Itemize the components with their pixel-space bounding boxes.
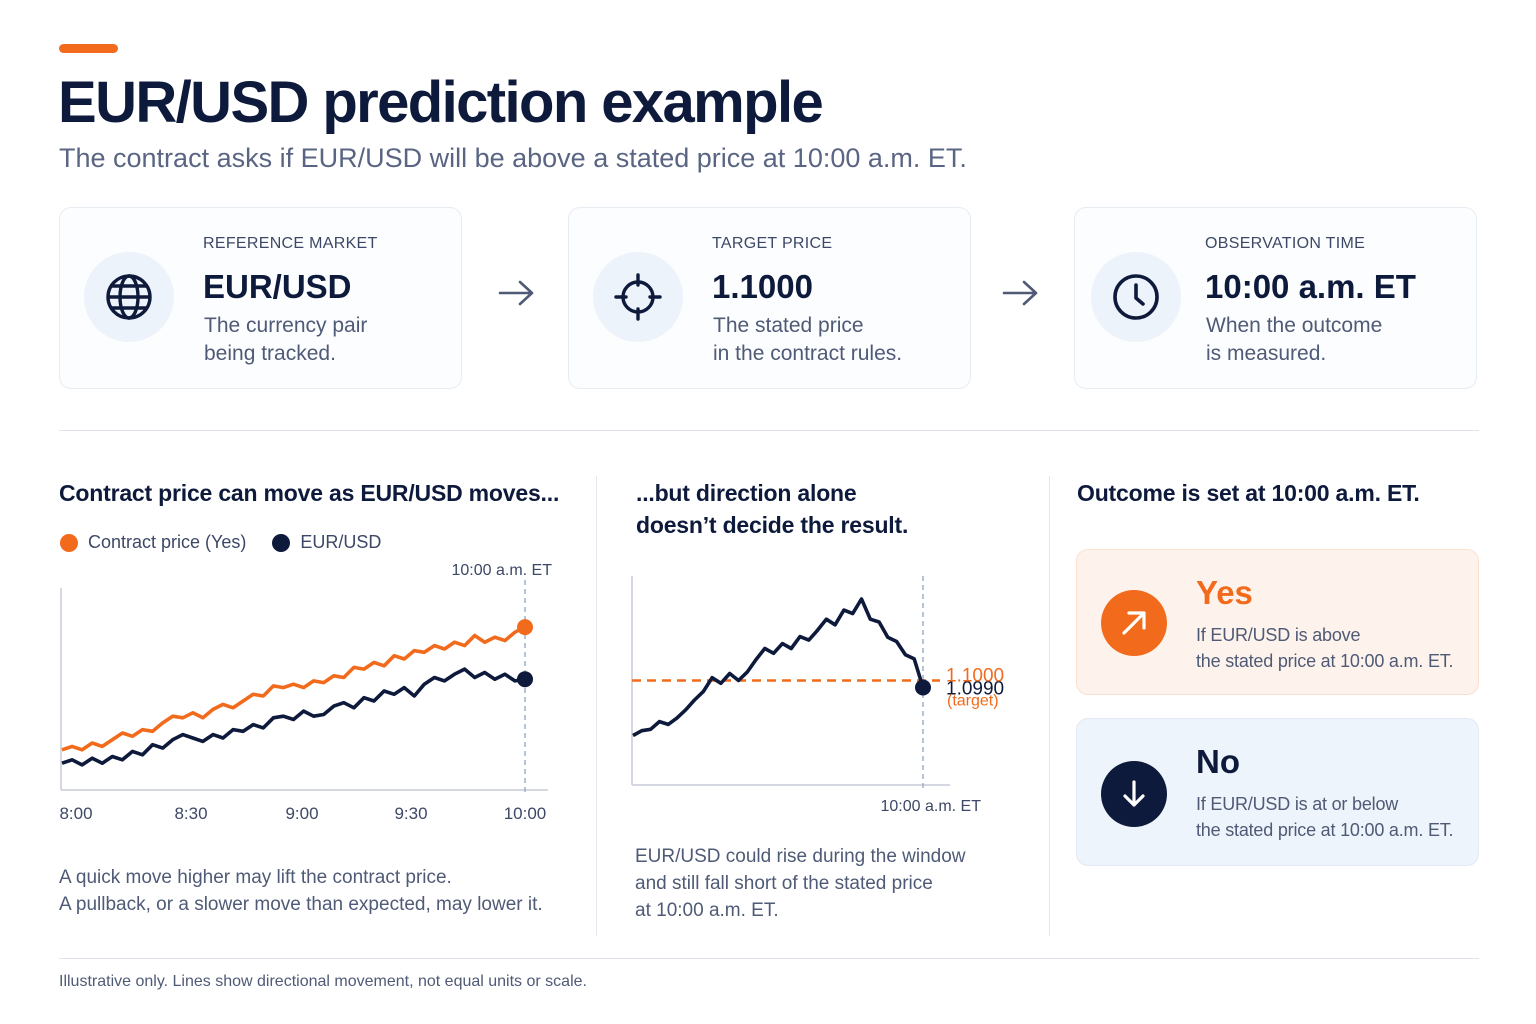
desc-line: If EUR/USD is above [1196,625,1361,645]
card-description: The currency pair being tracked. [204,312,367,368]
target-price-card: TARGET PRICE 1.1000 The stated price in … [568,207,971,389]
title-line: ...but direction alone [636,480,857,506]
card-desc-line: When the outcome [1206,314,1383,337]
direction-chart: 1.0990 1.1000 (target) 10:00 a.m. ET [631,576,1004,815]
card-value: 10:00 a.m. ET [1205,268,1416,305]
card-desc-line: being tracked. [204,342,336,365]
card-description: When the outcome is measured. [1206,312,1382,368]
arrow-up-right-icon [1101,590,1167,656]
globe-icon [84,252,174,342]
legend-label: Contract price (Yes) [88,532,247,552]
section-caption: A quick move higher may lift the contrac… [59,864,543,918]
section-divider [59,430,1479,431]
x-tick-label: 10:00 [504,804,547,823]
series-endpoint-eurusd [517,671,533,688]
card-label: REFERENCE MARKET [203,235,378,252]
outcome-description: If EUR/USD is at or below the stated pri… [1196,791,1454,843]
title-line: doesn’t decide the result. [636,512,909,538]
series-endpoint-contract-price [517,619,533,636]
target-sublabel: (target) [947,693,999,710]
crosshair-icon [593,252,683,342]
observation-time-card: OBSERVATION TIME 10:00 a.m. ET When the … [1074,207,1477,389]
clock-icon [1091,252,1181,342]
section-caption: EUR/USD could rise during the window and… [635,843,966,924]
card-value: 1.1000 [712,268,813,305]
arrow-right-icon [498,280,534,306]
outcome-no-card: No If EUR/USD is at or below the stated … [1076,718,1479,866]
column-divider [596,476,597,936]
card-desc-line: in the contract rules. [713,342,903,365]
card-desc-line: The currency pair [204,314,368,337]
caption-line: A quick move higher may lift the contrac… [59,867,452,888]
chart-legend: Contract price (Yes) EUR/USD [60,532,407,553]
section-title: Contract price can move as EUR/USD moves… [59,480,560,506]
footer-divider [59,958,1479,959]
outcome-description: If EUR/USD is above the stated price at … [1196,622,1454,674]
outcome-yes-card: Yes If EUR/USD is above the stated price… [1076,549,1479,695]
reference-market-card: REFERENCE MARKET EUR/USD The currency pa… [59,207,462,389]
caption-line: and still fall short of the stated price [635,873,933,894]
x-tick-label: 9:00 [285,804,318,823]
caption-line: EUR/USD could rise during the window [635,846,966,867]
section-title: Outcome is set at 10:00 a.m. ET. [1077,480,1420,506]
page-subtitle: The contract asks if EUR/USD will be abo… [59,143,967,173]
legend-swatch-navy [272,533,291,552]
x-tick-label: 9:30 [394,804,427,823]
caption-line: A pullback, or a slower move than expect… [59,894,543,915]
desc-line: If EUR/USD is at or below [1196,794,1399,814]
outcome-title: Yes [1196,574,1253,611]
series-endpoint-eurusd [915,679,931,696]
legend-label: EUR/USD [300,532,382,552]
legend-item: Contract price (Yes) [60,532,246,553]
target-value-label: 1.1000 [946,666,1004,687]
card-value: EUR/USD [203,268,352,305]
card-label: OBSERVATION TIME [1205,235,1366,252]
card-desc-line: The stated price [713,314,864,337]
desc-line: the stated price at 10:00 a.m. ET. [1196,820,1454,840]
accent-bar [59,44,118,53]
desc-line: the stated price at 10:00 a.m. ET. [1196,651,1454,671]
outcome-title: No [1196,743,1240,780]
contract-price-chart: 10:00 a.m. ET 8:00 8:30 9:00 9:30 10:00 [59,562,553,823]
series-line-eurusd [632,597,925,738]
card-desc-line: is measured. [1206,342,1327,365]
legend-item: EUR/USD [272,532,381,553]
page-title: EUR/USD prediction example [58,70,824,135]
series-line-eurusd [61,667,526,767]
caption-line: at 10:00 a.m. ET. [635,900,779,921]
card-label: TARGET PRICE [712,235,833,252]
arrow-down-icon [1101,761,1167,827]
footnote: Illustrative only. Lines show directiona… [59,973,587,990]
x-tick-label: 10:00 a.m. ET [881,798,982,815]
observation-marker-label: 10:00 a.m. ET [452,562,553,579]
section-title: ...but direction alone doesn’t decide th… [636,477,908,541]
x-tick-label: 8:30 [174,804,207,823]
series-line-contract-price [61,625,526,752]
arrow-right-icon [1002,280,1038,306]
card-description: The stated price in the contract rules. [713,312,902,368]
legend-swatch-orange [60,533,78,552]
x-tick-label: 8:00 [59,804,92,823]
column-divider [1049,476,1050,936]
end-value-label: 1.0990 [946,679,1004,700]
